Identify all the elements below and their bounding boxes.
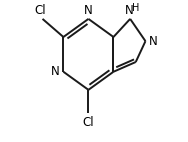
Text: N: N — [125, 4, 134, 17]
Text: H: H — [132, 3, 139, 13]
Text: N: N — [149, 35, 158, 48]
Text: Cl: Cl — [83, 116, 94, 129]
Text: N: N — [50, 65, 59, 78]
Text: Cl: Cl — [35, 4, 46, 17]
Text: N: N — [84, 4, 93, 17]
